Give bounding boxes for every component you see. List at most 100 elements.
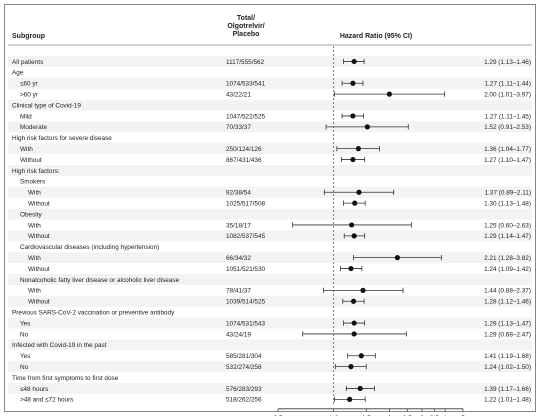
- row-stripe: [8, 77, 532, 89]
- counts-value: 867/431/436: [226, 157, 262, 164]
- row-stripe: [8, 56, 532, 67]
- hr-point: [348, 364, 354, 370]
- subgroup-label: Infected with Covid-19 in the past: [12, 342, 107, 349]
- hr-column: 1.29 (1.13–1.46) 1.27 (1.11–1.44) 2.00 (1.…: [484, 59, 531, 404]
- figure-frame: [4, 4, 536, 412]
- x-tick-label: 4: [443, 415, 447, 416]
- x-tick-label: 1.0: [329, 415, 338, 416]
- header-hazard-ratio: Hazard Ratio (95% CI): [340, 33, 412, 40]
- hr-text: 1.30 (1.13–1.48): [484, 200, 531, 207]
- counts-value: 1051/521/530: [226, 266, 266, 273]
- subgroup-label: Cardiovascular diseases (including hyper…: [20, 244, 159, 251]
- hr-point: [352, 200, 358, 206]
- hr-text: 1.29 (1.13–1.47): [484, 320, 531, 327]
- hr-point: [355, 146, 361, 152]
- subgroup-label: With: [20, 146, 33, 153]
- row-stripe: [8, 361, 532, 373]
- hr-point: [360, 287, 366, 293]
- row-stripes: [8, 56, 532, 394]
- row-stripe: [8, 339, 532, 351]
- hr-text: 1.25 (0.60–2.63): [484, 222, 531, 229]
- x-tick-label: 5: [461, 415, 465, 416]
- x-tick-label: 0.5: [273, 415, 282, 416]
- row-stripe: [8, 252, 532, 264]
- subgroup-label: With: [28, 190, 41, 197]
- counts-value: 43/22/21: [226, 91, 251, 98]
- subgroup-label: High risk factors for severe disease: [12, 135, 112, 142]
- hr-point: [357, 385, 363, 392]
- subgroup-label: Time from first symptoms to first dose: [12, 375, 119, 382]
- hr-point: [347, 396, 353, 402]
- hr-text: 1.36 (1.04–1.77): [484, 146, 531, 153]
- x-tick-label: 2: [388, 415, 392, 416]
- hr-point: [350, 298, 357, 304]
- subgroup-label: Obesity: [20, 211, 42, 218]
- hr-text: 1.24 (1.09–1.42): [484, 266, 531, 273]
- hr-text: 1.24 (1.02–1.50): [484, 364, 531, 371]
- hr-point: [351, 331, 357, 337]
- hr-point: [394, 255, 401, 261]
- hr-text: 1.29 (1.13–1.46): [484, 59, 531, 66]
- counts-value: 1039/514/525: [226, 299, 266, 306]
- subgroup-label: No: [20, 331, 29, 338]
- hr-point: [386, 91, 392, 97]
- hr-text: 1.27 (1.11–1.45): [485, 113, 531, 120]
- hr-point: [364, 124, 370, 130]
- subgroup-label: Yes: [20, 320, 30, 327]
- subgroup-label: Smokers: [20, 179, 45, 186]
- hr-text: 1.27 (1.11–1.44): [485, 81, 531, 88]
- hr-text: 2.21 (1.28–3.82): [484, 255, 531, 262]
- hr-text: 1.29 (1.14–1.47): [484, 233, 531, 240]
- subgroup-label: High risk factors:: [12, 168, 60, 175]
- hr-text: 1.37 (0.89–2.11): [485, 190, 531, 197]
- header-counts-line: Olgotrelvir/: [227, 23, 264, 30]
- counts-value: 78/41/37: [226, 288, 251, 295]
- row-stripe: [8, 208, 532, 220]
- subgroup-label: Nonalcoholic fatty liver disease or alco…: [20, 277, 180, 284]
- subgroup-label: Without: [28, 266, 50, 273]
- subgroup-label: Previous SARS-CoV-2 vaccination or preve…: [12, 309, 175, 316]
- x-tick-label: 2.5: [403, 415, 412, 416]
- counts-value: 1082/537/545: [226, 233, 266, 240]
- counts-value: 1047/522/525: [226, 113, 266, 120]
- subgroup-label: Age: [12, 70, 24, 77]
- row-stripe: [8, 295, 532, 307]
- hr-point: [351, 320, 357, 326]
- subgroup-label: With: [28, 222, 41, 229]
- counts-value: 43/24/19: [226, 331, 251, 338]
- hr-text: 1.39 (1.17–1.66): [484, 386, 531, 393]
- counts-value: 576/283/293: [226, 386, 262, 393]
- row-stripe: [8, 186, 532, 198]
- counts-value: 532/274/258: [226, 364, 262, 371]
- subgroup-label: Without: [28, 233, 50, 240]
- x-tick-label: 1.5: [362, 415, 371, 416]
- subgroup-label: Mild: [20, 113, 32, 120]
- hr-text: 1.41 (1.19–1.68): [484, 353, 531, 360]
- subgroup-label: No: [20, 364, 29, 371]
- counts-value: 35/18/17: [226, 222, 251, 229]
- hr-text: 1.29 (0.68–2.47): [484, 331, 531, 338]
- subgroup-label: With: [28, 288, 41, 295]
- counts-value: 1117/555/562: [226, 59, 265, 66]
- hr-point: [350, 80, 356, 86]
- subgroup-label: >60 yr: [20, 91, 39, 98]
- hr-point: [348, 265, 354, 272]
- row-stripe: [8, 317, 532, 329]
- row-stripe: [8, 165, 532, 176]
- row-stripe: [8, 230, 532, 242]
- row-stripe: [8, 121, 532, 133]
- row-stripe: [8, 143, 532, 155]
- counts-value: 1074/533/541: [226, 81, 266, 88]
- row-stripe: [8, 99, 532, 111]
- hr-text: 2.00 (1.01–3.97): [484, 91, 531, 98]
- counts-value: 250/124/126: [226, 146, 262, 153]
- hr-text: 1.44 (0.88–2.37): [484, 288, 531, 295]
- hr-text: 1.28 (1.12–1.46): [484, 299, 531, 306]
- subgroup-label: Without: [28, 299, 50, 306]
- subgroup-label: Without: [28, 200, 50, 207]
- hr-text: 1.27 (1.10–1.47): [484, 157, 531, 164]
- subgroup-label: Without: [20, 157, 42, 164]
- x-tick-label: 3: [420, 415, 424, 416]
- subgroup-label: Moderate: [20, 124, 47, 131]
